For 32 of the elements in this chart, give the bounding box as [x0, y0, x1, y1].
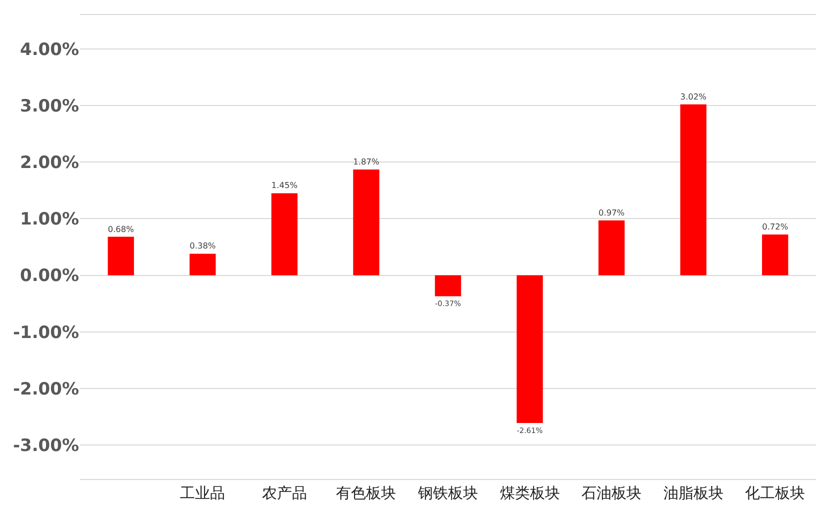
data-label: 0.68% [108, 224, 134, 234]
data-label: 0.72% [762, 221, 788, 232]
bar [108, 236, 134, 276]
y-tick-label: -1.00% [12, 322, 79, 343]
data-label: 0.38% [190, 240, 216, 251]
bar [598, 220, 625, 276]
x-tick-label: 化工板块 [745, 484, 806, 502]
x-tick-label: 工业品 [180, 484, 226, 502]
x-tick-label: 油脂板块 [663, 484, 724, 502]
data-label: 0.97% [598, 207, 625, 218]
y-tick-label: 0.00% [20, 266, 79, 286]
bar [353, 169, 380, 276]
data-label: 3.02% [680, 91, 707, 102]
bar [680, 104, 706, 276]
data-label: 1.87% [353, 156, 380, 166]
x-tick-label: 有色板块 [336, 484, 396, 502]
x-tick-label: 钢铁板块 [417, 484, 478, 502]
bar [762, 234, 788, 276]
y-tick-label: 3.00% [20, 96, 79, 116]
bar [434, 275, 462, 296]
bar [516, 275, 543, 423]
y-tick-label: 4.00% [20, 40, 79, 60]
y-tick-label: 2.00% [20, 153, 79, 174]
bar [190, 254, 216, 276]
x-tick-label: 石油板块 [582, 484, 642, 502]
x-tick-label: 煤类板块 [500, 484, 560, 502]
bar [271, 193, 298, 276]
y-tick-label: -2.00% [12, 379, 79, 400]
y-tick-label: 1.00% [20, 210, 79, 230]
y-tick-label: -3.00% [12, 436, 79, 456]
x-tick-label: 农产品 [262, 484, 307, 502]
data-label: 1.45% [271, 180, 298, 190]
